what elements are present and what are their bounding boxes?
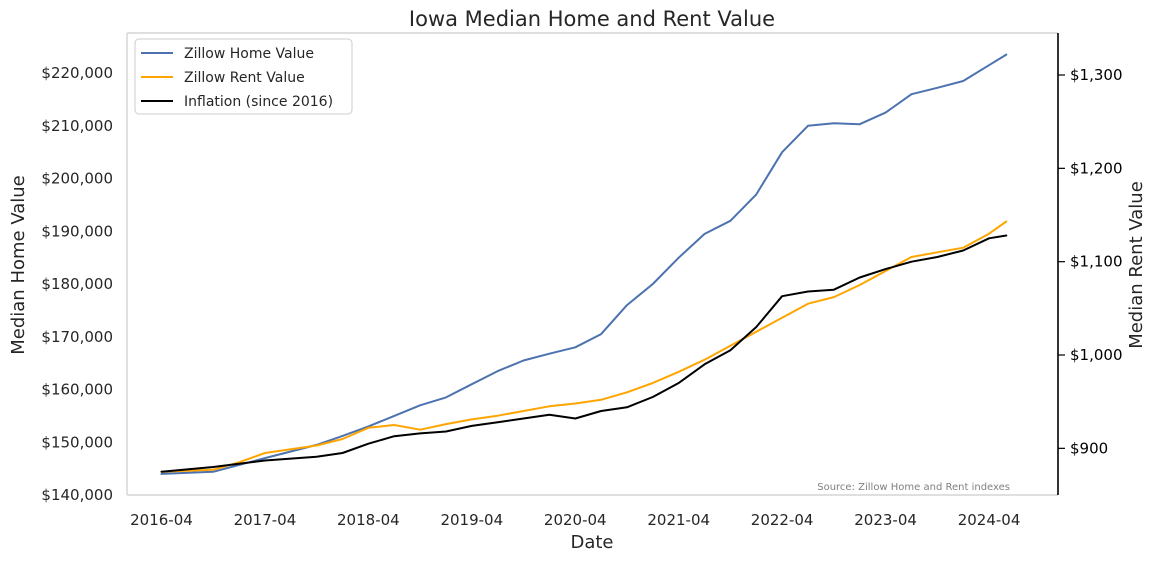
right-tick-label: $1,200	[1070, 159, 1123, 177]
plot-frame	[126, 32, 1059, 496]
x-tick-label: 2024-04	[958, 511, 1021, 529]
legend-label: Zillow Rent Value	[184, 70, 305, 86]
x-tick-label: 2021-04	[647, 511, 710, 529]
series-line-inflation-since-2016	[160, 234, 1008, 473]
x-tick-label: 2018-04	[337, 511, 400, 529]
x-axis: 2016-04 2017-04 2018-04 2019-04 2020-04 2021-…	[130, 511, 1020, 529]
right-y-axis-label: Median Rent Value	[1126, 181, 1147, 349]
legend: Zillow Home Value Zillow Rent Value Inflat…	[134, 38, 353, 115]
left-tick-label: $180,000	[41, 275, 113, 293]
x-tick-label: 2023-04	[854, 511, 917, 529]
x-axis-label: Date	[570, 532, 613, 553]
x-tick-label: 2017-04	[234, 511, 297, 529]
left-y-axis: $140,000 $150,000 $160,000 $170,000 $180,000…	[41, 64, 113, 504]
x-tick-label: 2019-04	[440, 511, 503, 529]
left-tick-label: $150,000	[41, 433, 113, 451]
legend-box	[134, 38, 353, 115]
left-tick-label: $160,000	[41, 381, 113, 399]
x-tick-label: 2022-04	[751, 511, 814, 529]
series-lines	[160, 53, 1008, 475]
left-tick-label: $200,000	[41, 170, 113, 188]
left-tick-label: $220,000	[41, 64, 113, 82]
right-y-axis: $900 $1,000 $1,100 $1,200 $1,300	[1058, 66, 1123, 457]
x-tick-label: 2020-04	[544, 511, 607, 529]
left-tick-label: $190,000	[41, 222, 113, 240]
series-line-zillow-rent-value	[160, 220, 1008, 473]
source-note: Source: Zillow Home and Rent indexes	[817, 482, 1010, 493]
series-line-zillow-home-value	[160, 53, 1008, 475]
legend-label: Zillow Home Value	[184, 46, 314, 62]
x-tick-label: 2016-04	[130, 511, 193, 529]
left-tick-label: $170,000	[41, 328, 113, 346]
legend-label: Inflation (since 2016)	[184, 94, 333, 110]
right-tick-label: $1,000	[1070, 346, 1123, 364]
right-tick-label: $1,100	[1070, 253, 1123, 271]
left-tick-label: $210,000	[41, 117, 113, 135]
left-y-axis-label: Median Home Value	[8, 175, 29, 355]
chart-title: Iowa Median Home and Rent Value	[409, 7, 775, 31]
right-tick-label: $900	[1070, 439, 1108, 457]
left-tick-label: $140,000	[41, 486, 113, 504]
right-tick-label: $1,300	[1070, 66, 1123, 84]
